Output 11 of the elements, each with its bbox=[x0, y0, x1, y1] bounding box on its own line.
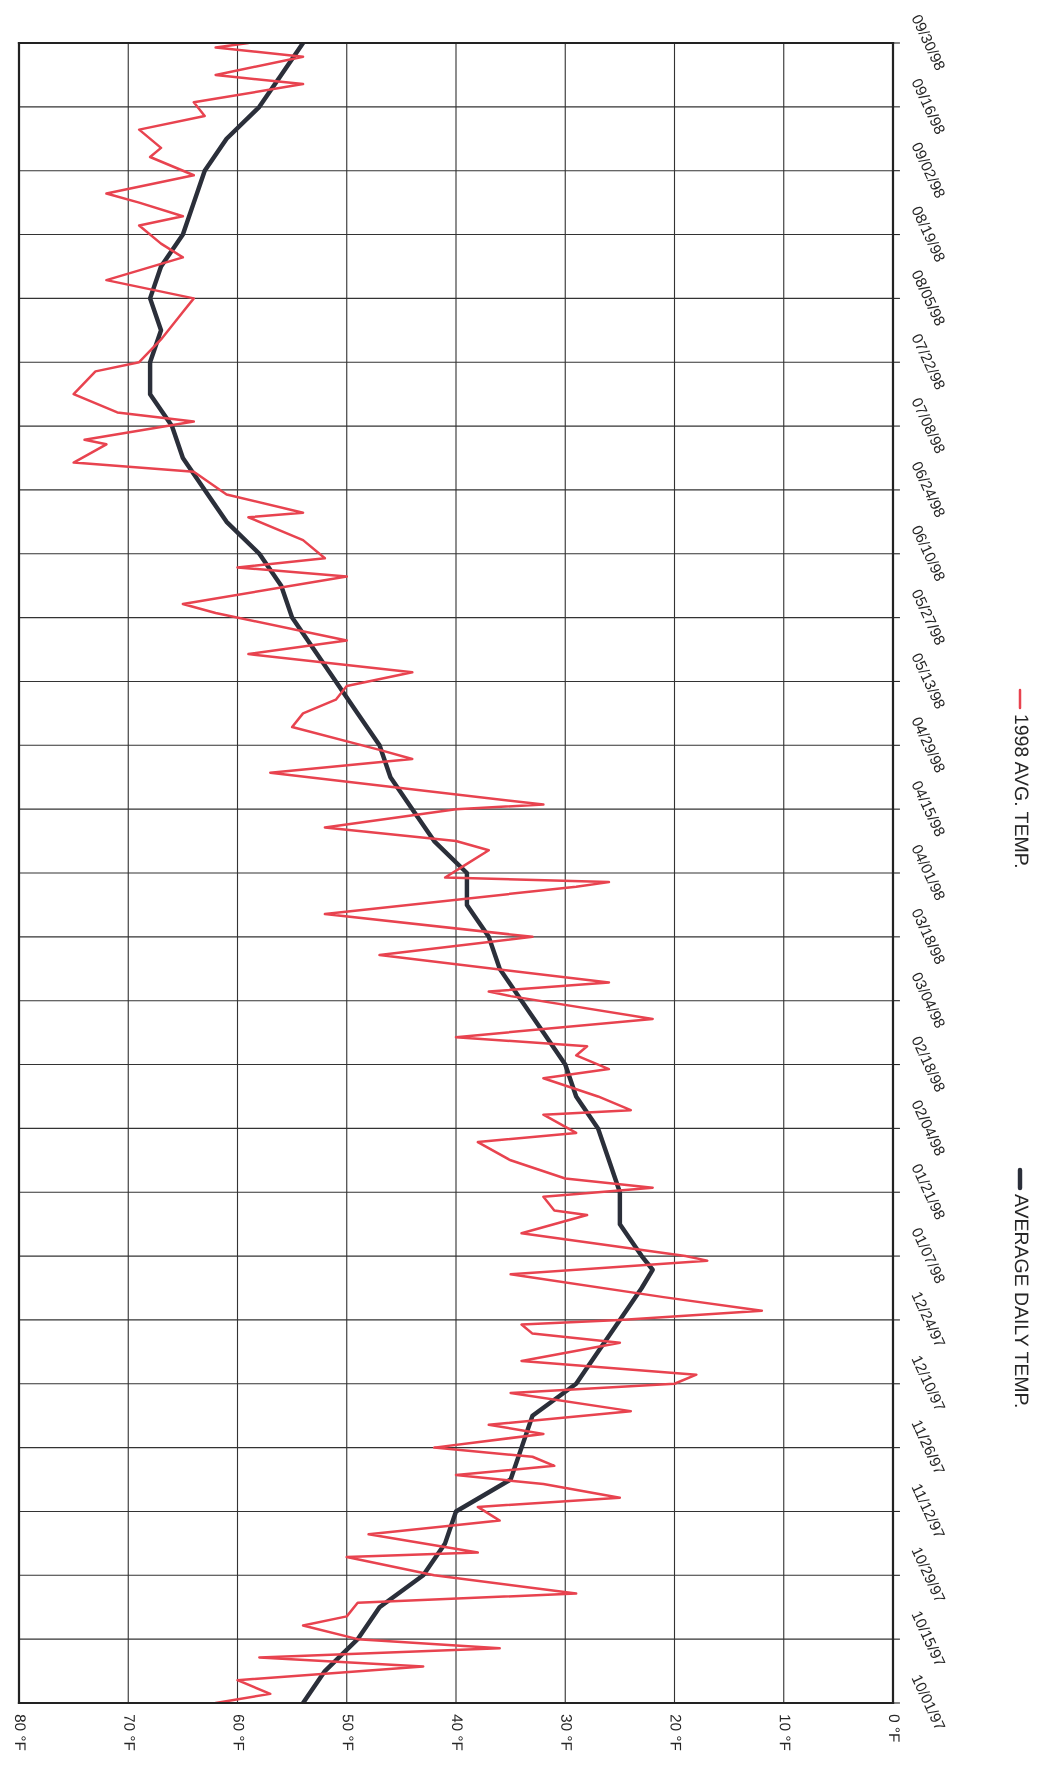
x-tick-label: 10 °F bbox=[779, 1715, 791, 1751]
x-tick-label: 60 °F bbox=[233, 1714, 245, 1751]
x-tick-label: 80 °F bbox=[14, 1714, 26, 1751]
x-tick-label: 30 °F bbox=[561, 1714, 572, 1751]
x-tick-label: 40 °F bbox=[451, 1714, 463, 1751]
x-tick-label: 70 °F bbox=[124, 1714, 135, 1751]
x-tick-label: 20 °F bbox=[670, 1714, 682, 1751]
x-tick-label: 0 °F bbox=[888, 1714, 900, 1742]
legend-label: 1998 AVG. TEMP. bbox=[1014, 715, 1029, 867]
legend-label: AVERAGE DAILY TEMP. bbox=[1014, 1194, 1029, 1407]
x-tick-label: 50 °F bbox=[342, 1714, 354, 1751]
